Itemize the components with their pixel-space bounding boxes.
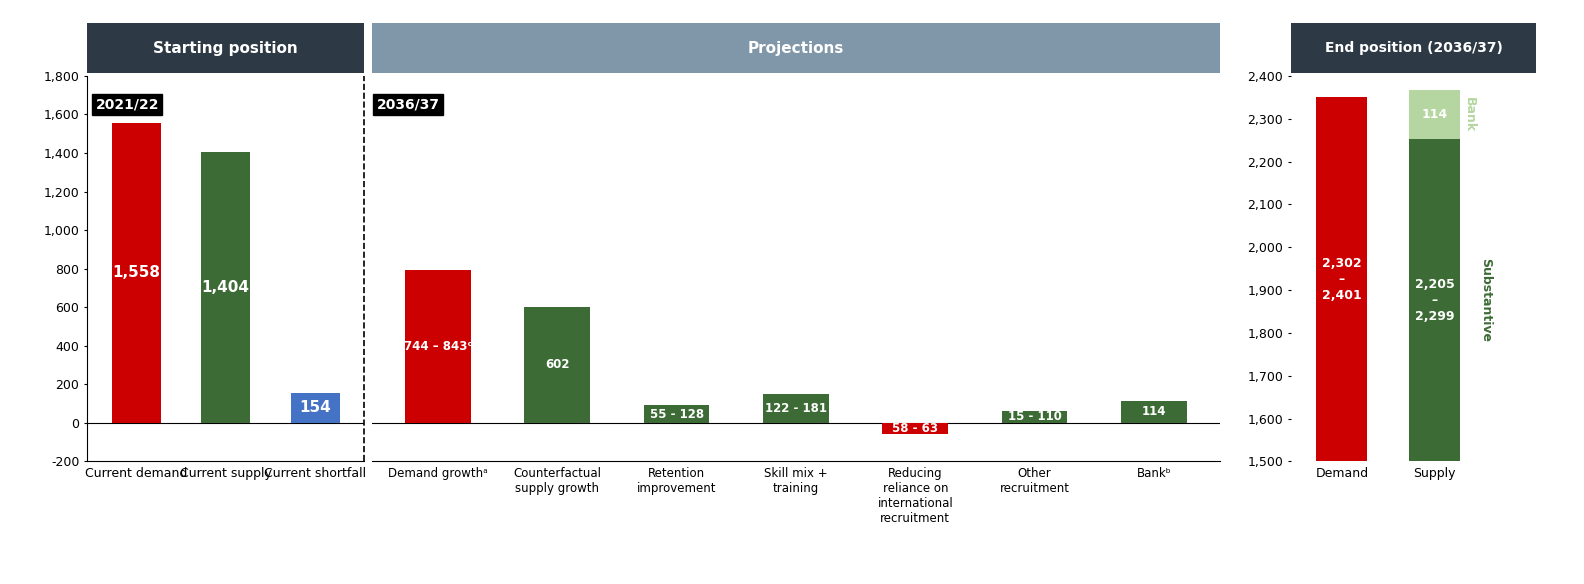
Bar: [201, 152, 250, 423]
Text: 114: 114: [1142, 405, 1166, 418]
Bar: [406, 270, 470, 423]
Text: 2021/22: 2021/22: [95, 97, 158, 111]
Text: 15 - 110: 15 - 110: [1007, 411, 1061, 423]
Bar: [524, 307, 591, 423]
Text: 55 - 128: 55 - 128: [649, 408, 703, 420]
Text: 744 – 843ᶜ: 744 – 843ᶜ: [404, 340, 472, 353]
Text: Starting position: Starting position: [154, 41, 298, 55]
Text: 1,404: 1,404: [201, 280, 250, 295]
Bar: [1316, 97, 1367, 461]
Bar: [763, 394, 828, 423]
Text: 2,302
–
2,401: 2,302 – 2,401: [1323, 256, 1362, 301]
Text: End position (2036/37): End position (2036/37): [1324, 41, 1503, 55]
Text: 2036/37: 2036/37: [377, 97, 439, 111]
Text: Bank: Bank: [1464, 98, 1476, 133]
Bar: [882, 423, 949, 434]
Text: 122 - 181: 122 - 181: [765, 402, 827, 415]
Text: 58 - 63: 58 - 63: [892, 422, 938, 435]
Bar: [112, 123, 162, 423]
Text: 114: 114: [1421, 109, 1448, 121]
Bar: [1410, 140, 1460, 461]
Text: Projections: Projections: [748, 41, 844, 55]
Text: 602: 602: [545, 359, 570, 371]
Text: 154: 154: [299, 401, 331, 415]
Text: 1,558: 1,558: [112, 265, 160, 280]
Bar: [1001, 411, 1068, 423]
Text: 2,205
–
2,299: 2,205 – 2,299: [1415, 278, 1454, 323]
Bar: [290, 393, 339, 423]
Text: Substantive: Substantive: [1479, 258, 1492, 342]
Bar: [1410, 91, 1460, 140]
Bar: [1121, 401, 1186, 423]
Bar: [643, 405, 710, 423]
